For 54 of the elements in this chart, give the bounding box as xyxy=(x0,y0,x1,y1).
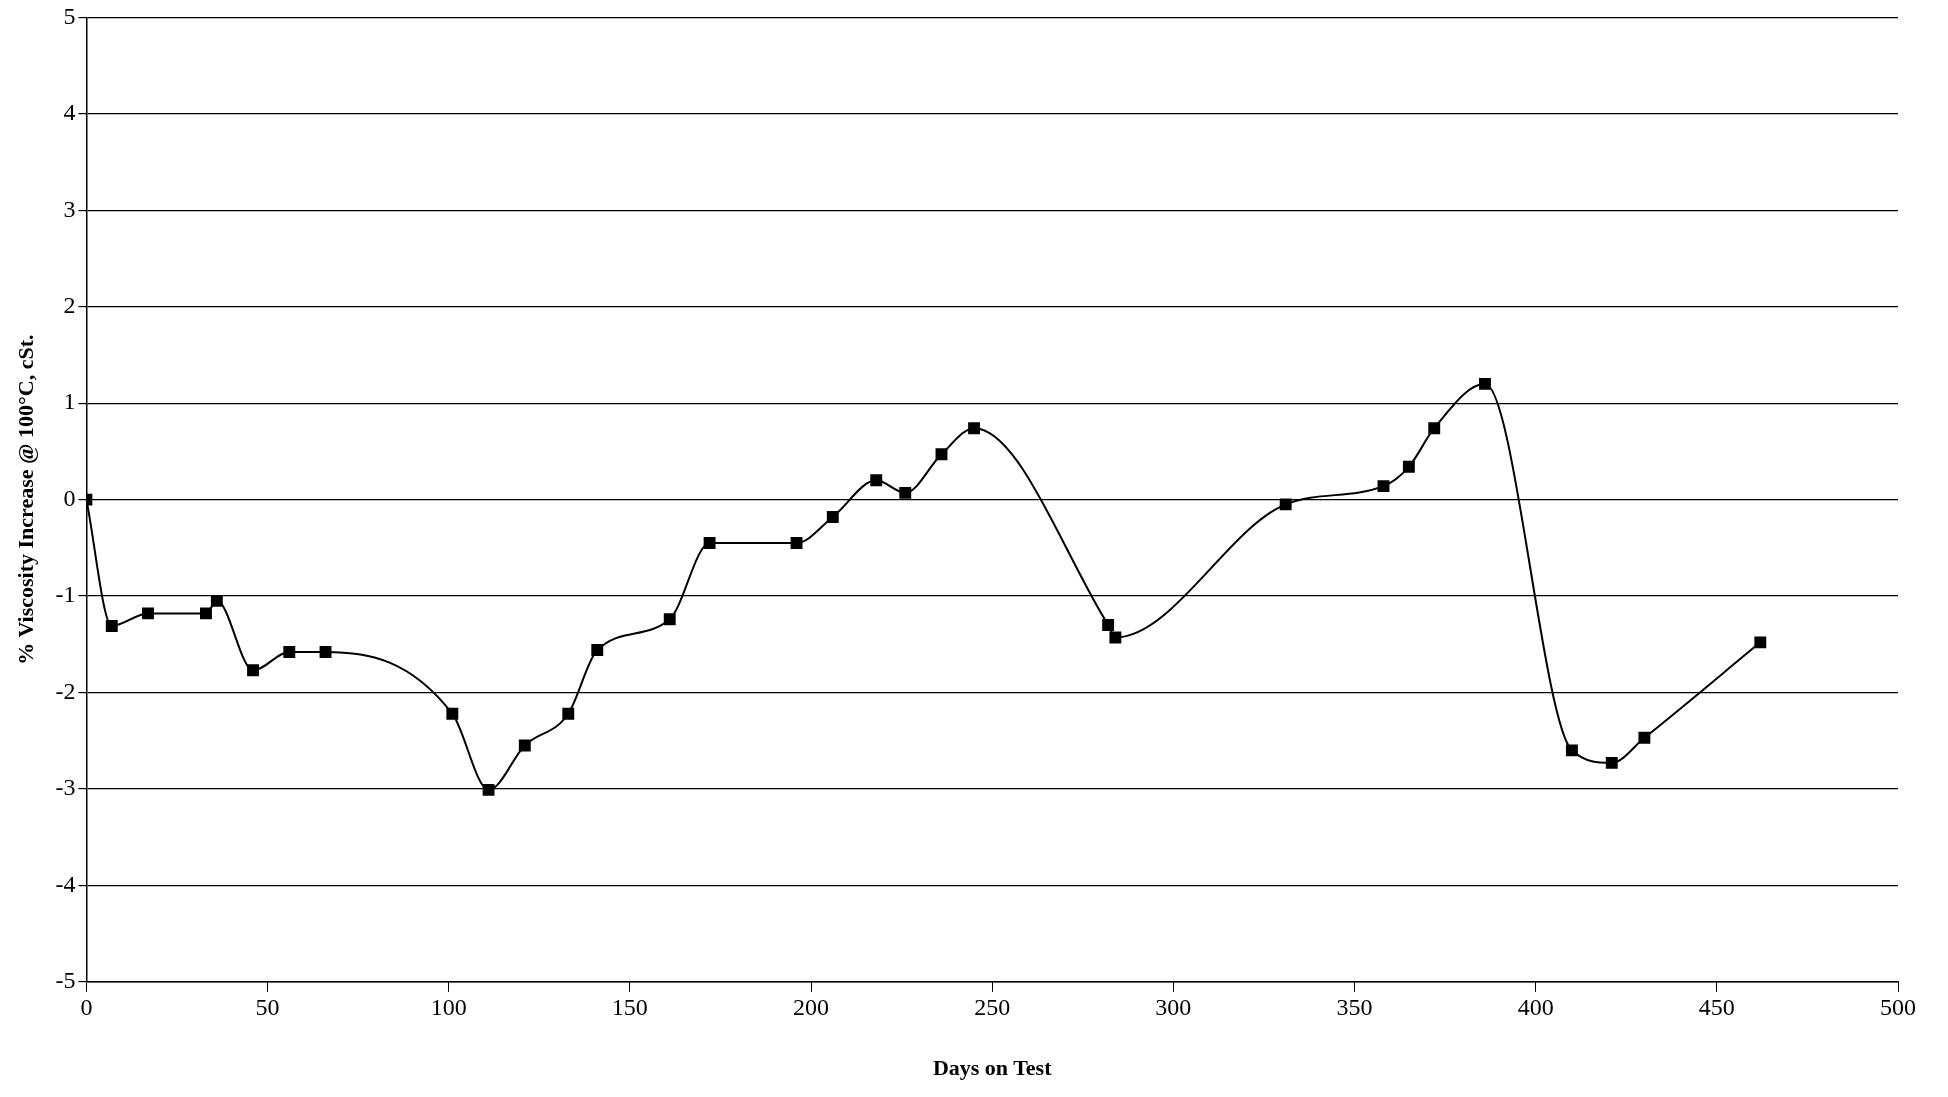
x-tick-label: 300 xyxy=(1155,994,1192,1021)
point xyxy=(1109,631,1122,644)
x-tick-label: 450 xyxy=(1698,994,1735,1021)
point xyxy=(663,613,676,626)
point xyxy=(1605,756,1618,769)
x-tick-label: 50 xyxy=(255,994,280,1021)
point xyxy=(247,664,260,677)
x-tick-label: 350 xyxy=(1336,994,1373,1021)
y-tick-label: -3 xyxy=(55,774,76,801)
x-tick-label: 500 xyxy=(1880,994,1916,1021)
x-tick-label: 250 xyxy=(974,994,1011,1021)
point xyxy=(1479,377,1491,390)
point xyxy=(591,644,604,656)
point xyxy=(518,739,531,752)
point xyxy=(142,607,154,620)
point xyxy=(1402,460,1415,473)
point xyxy=(200,607,212,620)
y-tick-label: -4 xyxy=(55,870,76,897)
y-tick-label: 1 xyxy=(63,388,76,415)
x-tick-label: 100 xyxy=(430,994,467,1021)
y-tick-label: -1 xyxy=(55,581,76,608)
point xyxy=(446,707,459,720)
x-tick-label: 200 xyxy=(793,994,830,1021)
point xyxy=(1279,498,1292,511)
y-tick-label: 5 xyxy=(63,2,76,29)
point xyxy=(1377,480,1390,493)
point xyxy=(1428,422,1441,435)
point xyxy=(703,537,716,549)
point xyxy=(482,783,495,796)
point xyxy=(1754,636,1767,649)
point xyxy=(319,646,332,658)
point xyxy=(562,707,575,720)
point xyxy=(935,448,948,461)
y-tick-label: 0 xyxy=(63,484,76,511)
point xyxy=(968,422,981,435)
point xyxy=(283,646,296,658)
y-tick-label: -2 xyxy=(55,677,76,704)
point xyxy=(790,537,803,549)
y-axis-title: % Viscosity Increase @ 100°C, cSt. xyxy=(12,334,38,665)
point xyxy=(899,486,912,499)
x-tick-label: 150 xyxy=(611,994,648,1021)
y-tick-label: 2 xyxy=(63,292,76,319)
y-tick-label: 4 xyxy=(63,99,76,126)
y-tick-label: -5 xyxy=(55,967,76,994)
y-tick-label: 3 xyxy=(63,195,76,222)
x-tick-label: 0 xyxy=(80,994,93,1021)
point xyxy=(1565,744,1578,757)
point xyxy=(1102,619,1115,631)
point xyxy=(870,474,883,487)
x-tick-label: 400 xyxy=(1517,994,1554,1021)
point xyxy=(105,619,118,632)
point xyxy=(826,511,839,523)
x-axis-title: Days on Test xyxy=(932,1055,1053,1081)
point xyxy=(1638,731,1651,744)
